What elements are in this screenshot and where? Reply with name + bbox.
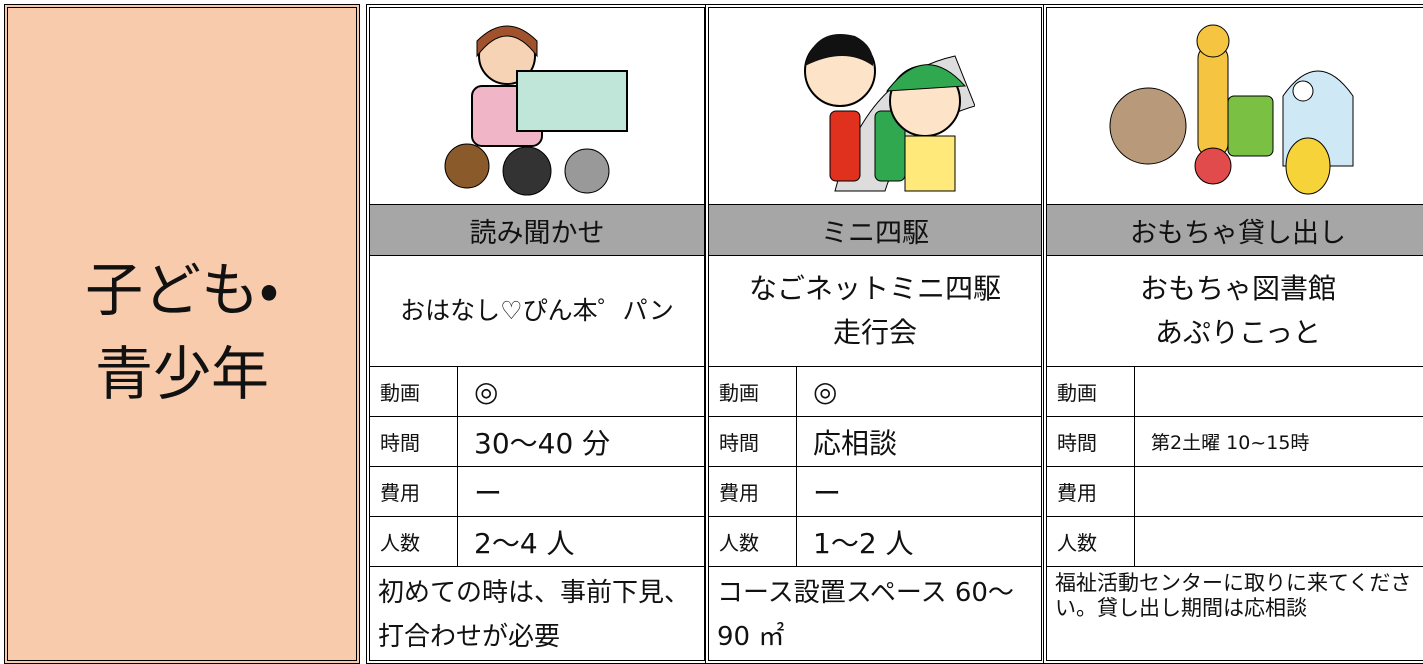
group-name: なごネットミニ四駆 走行会	[709, 256, 1041, 367]
row-value: ◎	[474, 375, 499, 408]
row-value: 第2土曜 10~15時	[1151, 432, 1310, 454]
info-row: 時間 30～40 分	[370, 417, 704, 467]
row-value: ◎	[813, 375, 838, 408]
note: コース設置スペース 60～90 ㎡	[717, 578, 1014, 652]
group-name-line: おもちゃ図書館	[1139, 272, 1336, 305]
row-label: 人数	[1047, 517, 1135, 566]
row-value: ー	[813, 476, 842, 510]
row-value: 2～4 人	[474, 526, 575, 560]
info-row: 人数 1～2 人	[709, 517, 1041, 567]
info-row: 人数	[1047, 517, 1423, 567]
row-label: 費用	[709, 467, 797, 516]
row-label: 動画	[1047, 367, 1135, 416]
card-title: 読み聞かせ	[370, 205, 704, 256]
row-value	[1135, 467, 1423, 516]
illustration	[370, 8, 704, 205]
activity-card: ミニ四駆 なごネットミニ四駆 走行会 動画 ◎ 時間 応相談 費用ー 人数 1～2 人 …	[705, 4, 1045, 664]
row-label: 動画	[709, 367, 797, 416]
row-label: 費用	[1047, 467, 1135, 516]
group-name: おはなし♡ぴん本゜パン	[370, 256, 704, 367]
note: 福祉活動センターに取りに来てください。貸し出し期間は応相談	[1055, 571, 1412, 620]
row-label: 時間	[370, 417, 458, 466]
row-label: 費用	[370, 467, 458, 516]
row-value: ー	[474, 476, 503, 510]
info-row: 動画	[1047, 367, 1423, 417]
row-value	[1135, 367, 1423, 416]
row-label: 動画	[370, 367, 458, 416]
row-value: 1～2 人	[813, 526, 914, 560]
category-label: 青少年	[94, 340, 269, 408]
group-name-line: あぷりこっと	[1154, 316, 1322, 349]
info-row: 時間 第2土曜 10~15時	[1047, 417, 1423, 467]
row-value: 応相談	[813, 426, 898, 460]
row-value	[1135, 517, 1423, 566]
toys-illustration	[1109, 24, 1354, 195]
row-label: 人数	[709, 517, 797, 566]
note: 初めての時は、事前下見、打合わせが必要	[378, 578, 691, 652]
group-name-line: なごネットミニ四駆	[748, 272, 1001, 305]
info-row: 費用	[1047, 467, 1423, 517]
activity-card: 読み聞かせ おはなし♡ぴん本゜パン 動画 ◎ 時間 30～40 分 費用ー 人数 2～…	[366, 4, 708, 664]
category-label: 子ども・	[85, 256, 279, 324]
row-label: 時間	[709, 417, 797, 466]
category-cell: 子ども・ 青少年	[4, 4, 360, 664]
row-value: 30～40 分	[474, 426, 611, 460]
info-row: 動画 ◎	[370, 367, 704, 417]
row-label: 時間	[1047, 417, 1135, 466]
row-label: 人数	[370, 517, 458, 566]
info-row: 動画 ◎	[709, 367, 1041, 417]
mini4wd-illustration	[804, 34, 975, 192]
info-row: 費用ー	[370, 467, 704, 517]
card-title: おもちゃ貸し出し	[1047, 205, 1423, 256]
card-title: ミニ四駆	[709, 205, 1041, 256]
illustration	[709, 8, 1041, 205]
illustration	[1047, 8, 1423, 205]
info-row: 費用ー	[709, 467, 1041, 517]
info-row: 時間 応相談	[709, 417, 1041, 467]
group-name-line: 走行会	[832, 316, 917, 349]
info-row: 人数 2～4 人	[370, 517, 704, 567]
group-name-line: おはなし♡ぴん本゜パン	[400, 296, 674, 325]
reading-illustration	[444, 25, 628, 196]
group-name: おもちゃ図書館 あぷりこっと	[1047, 256, 1423, 367]
activity-card: おもちゃ貸し出し おもちゃ図書館 あぷりこっと 動画 時間 第2土曜 10~15時 …	[1043, 4, 1423, 664]
